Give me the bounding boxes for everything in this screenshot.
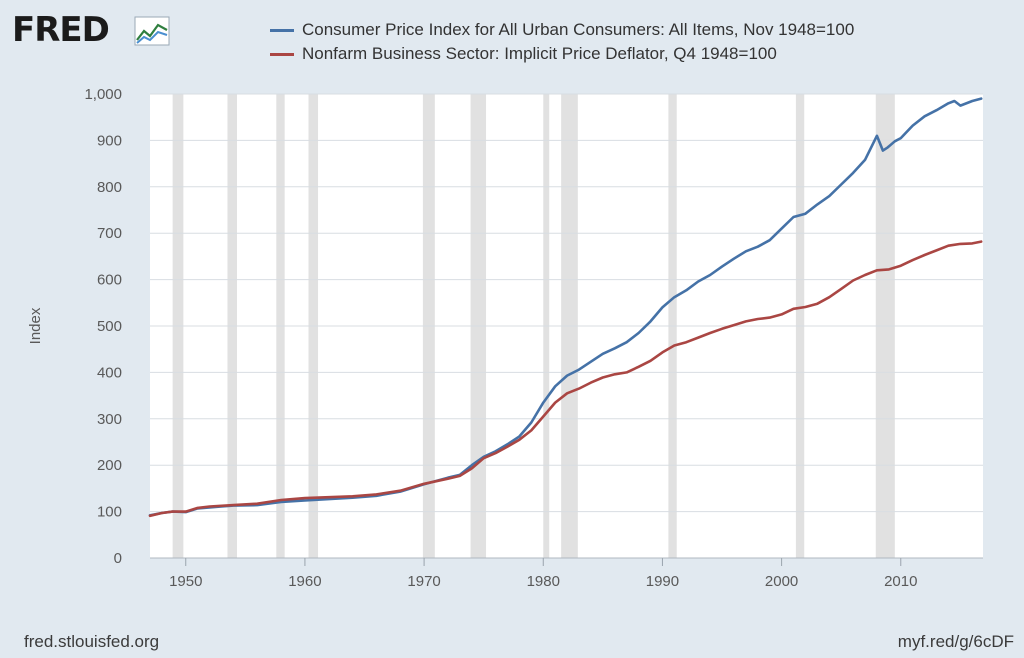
y-tick-label: 600 xyxy=(97,272,122,289)
x-tick-label: 1950 xyxy=(169,573,202,590)
y-tick-label: 800 xyxy=(97,179,122,196)
series-line-0 xyxy=(148,97,983,517)
x-tick-label: 1970 xyxy=(407,573,440,590)
y-tick-label: 100 xyxy=(97,504,122,521)
y-tick-label: 700 xyxy=(97,225,122,242)
x-axis-ticks: 1950 1960 1970 1980 1990 2000 2010 xyxy=(169,558,917,590)
short-url-link[interactable]: myf.red/g/6cDF xyxy=(897,632,1014,651)
series-lines xyxy=(148,97,983,518)
x-tick-label: 1980 xyxy=(527,573,560,590)
legend-item-deflator[interactable]: Nonfarm Business Sector: Implicit Price … xyxy=(270,42,854,66)
fred-logo-text: FRED xyxy=(12,10,110,50)
x-tick-label: 2000 xyxy=(765,573,798,590)
y-tick-label: 1,000 xyxy=(84,86,122,103)
legend-label-deflator: Nonfarm Business Sector: Implicit Price … xyxy=(302,44,777,63)
legend-swatch-deflator xyxy=(270,53,294,56)
legend-item-cpi[interactable]: Consumer Price Index for All Urban Consu… xyxy=(270,18,854,42)
y-tick-label: 900 xyxy=(97,132,122,149)
y-tick-label: 400 xyxy=(97,364,122,381)
y-axis-label: Index xyxy=(27,307,44,344)
legend-label-cpi: Consumer Price Index for All Urban Consu… xyxy=(302,20,855,39)
series-line-1 xyxy=(148,240,983,518)
y-tick-label: 300 xyxy=(97,411,122,428)
x-tick-label: 2010 xyxy=(884,573,917,590)
y-tick-label: 500 xyxy=(97,318,122,335)
x-tick-label: 1960 xyxy=(288,573,321,590)
x-tick-label: 1990 xyxy=(646,573,679,590)
chart-growth-icon xyxy=(134,16,170,46)
y-tick-label: 200 xyxy=(97,457,122,474)
source-link[interactable]: fred.stlouisfed.org xyxy=(24,632,160,651)
chart-legend: Consumer Price Index for All Urban Consu… xyxy=(270,18,854,66)
y-axis-ticks: 0 100 200 300 400 500 600 700 800 900 1,000 xyxy=(84,86,122,567)
gridlines xyxy=(150,93,983,559)
legend-swatch-cpi xyxy=(270,29,294,32)
y-tick-label: 0 xyxy=(114,550,122,567)
